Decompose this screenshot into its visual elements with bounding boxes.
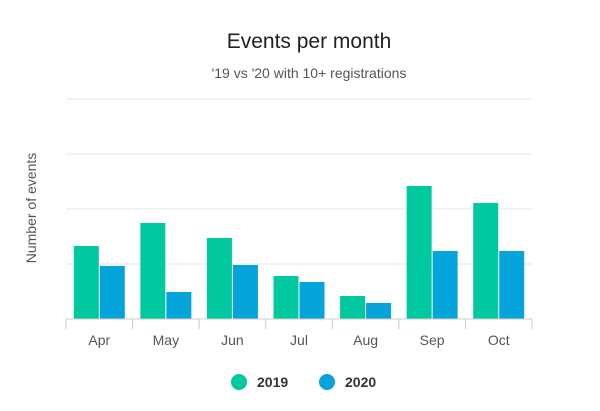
x-tick-label: Apr xyxy=(88,332,110,348)
x-axis: Apr May Jun Jul Aug Sep Oct xyxy=(65,318,533,348)
legend-item-2020[interactable]: 2020 xyxy=(319,374,376,390)
bar-2019-sep[interactable] xyxy=(406,186,432,319)
bar-2020-jul[interactable] xyxy=(299,282,325,319)
x-tick-label: Jun xyxy=(221,332,244,348)
bar-2020-oct[interactable] xyxy=(499,251,525,319)
x-tick-label: Oct xyxy=(488,332,510,348)
y-axis-label: Number of events xyxy=(23,153,39,264)
bar-2019-aug[interactable] xyxy=(340,296,366,319)
bar-2020-apr[interactable] xyxy=(99,266,125,319)
bar-2019-apr[interactable] xyxy=(73,246,99,319)
bar-2019-oct[interactable] xyxy=(473,203,499,319)
bar-2020-aug[interactable] xyxy=(366,303,392,319)
bar-2020-may[interactable] xyxy=(166,292,192,319)
x-tick-label: Sep xyxy=(420,332,445,348)
bars-group xyxy=(73,186,525,319)
legend[interactable]: 2019 2020 xyxy=(231,374,376,390)
bar-2020-sep[interactable] xyxy=(432,251,458,319)
chart-title: Events per month xyxy=(227,30,392,53)
x-tick-label: Aug xyxy=(353,332,378,348)
x-tick-label: Jul xyxy=(290,332,308,348)
legend-label: 2019 xyxy=(257,374,288,390)
legend-marker xyxy=(319,374,335,390)
bar-2019-jun[interactable] xyxy=(206,238,232,319)
gridlines xyxy=(66,98,532,265)
x-tick-label: May xyxy=(153,332,179,348)
legend-marker xyxy=(231,374,247,390)
legend-item-2019[interactable]: 2019 xyxy=(231,374,288,390)
legend-label: 2020 xyxy=(345,374,376,390)
chart-subtitle: '19 vs '20 with 10+ registrations xyxy=(212,65,407,81)
bar-2020-jun[interactable] xyxy=(232,265,258,319)
bar-2019-jul[interactable] xyxy=(273,276,299,319)
bar-2019-may[interactable] xyxy=(140,223,166,319)
